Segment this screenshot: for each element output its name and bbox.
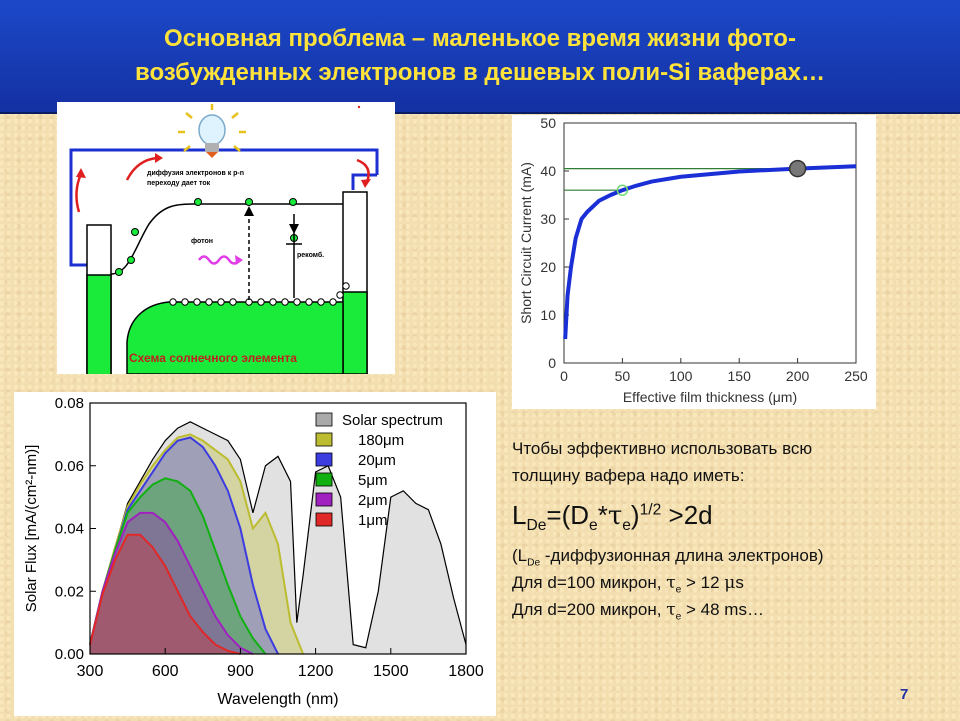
legend-label: Solar spectrum — [342, 412, 443, 429]
diffusion-label-1: диффузия электронов к p-n — [147, 170, 244, 177]
y-tick-label: 0.06 — [55, 458, 84, 475]
condition-line-1: Для d=100 микрон, τe > 12 μs — [512, 573, 744, 595]
formula-tau: τ — [607, 501, 623, 531]
y-tick-label: 0.00 — [55, 646, 84, 663]
x-tick-label: 200 — [786, 368, 810, 384]
note-open: (L — [512, 546, 528, 565]
formula-eq-open: =(D — [546, 500, 590, 530]
x-axis-label: Effective film thickness (μm) — [623, 389, 797, 405]
y-tick-label: 0.04 — [55, 521, 84, 538]
lightbulb-icon — [178, 104, 246, 158]
sc-current-chart: 0 50 100 150 200 250 0 10 20 30 40 50 Effective film… — [518, 115, 868, 405]
area-0 — [90, 421, 466, 654]
x-axis-label: Wavelength (nm) — [217, 691, 338, 708]
page-number: 7 — [900, 686, 909, 703]
x-tick-label: 150 — [728, 368, 752, 384]
series-line-5 — [89, 533, 241, 655]
legend-label: 1μm — [358, 512, 387, 529]
series-line-4 — [89, 511, 254, 655]
x-tick-label: 900 — [227, 663, 254, 680]
formula-L: L — [512, 500, 527, 530]
cond2-tau: τ — [666, 600, 676, 620]
y-tick-label: 50 — [540, 115, 556, 131]
schematic-caption: Схема солнечного элемента — [129, 351, 297, 365]
x-tick-label: 100 — [669, 368, 693, 384]
note-rest: -диффузионная длина электронов) — [540, 546, 824, 565]
cond2-pre: Для d=200 микрон, — [512, 600, 667, 619]
y-tick-label: 20 — [540, 259, 556, 275]
x-tick-label: 1200 — [298, 663, 334, 680]
legend-label: 2μm — [358, 492, 387, 509]
cond2-tau-sub: e — [675, 611, 682, 623]
cond1-post: > 12 — [681, 573, 725, 592]
formula-exp: 1/2 — [639, 501, 662, 519]
formula-tau-sub: e — [622, 517, 631, 535]
diffusion-length-note: (LDe -диффузионная длина электронов) — [512, 546, 824, 568]
legend-label: 5μm — [358, 472, 387, 489]
cond2-post: > 48 ms… — [681, 600, 764, 619]
formula-rhs: >2d — [661, 500, 713, 530]
plot-frame — [563, 122, 857, 364]
formula-L-sub: De — [526, 517, 547, 535]
legend-label: 20μm — [358, 452, 396, 469]
x-tick-label: 50 — [615, 368, 631, 384]
sc-current-chart-panel: 0 50 100 150 200 250 0 10 20 30 40 50 Effective film… — [512, 115, 876, 409]
plot-background — [90, 403, 466, 654]
legend-label: 180μm — [358, 432, 404, 449]
x-tick-label: 1500 — [373, 663, 409, 680]
y-axis-label: Solar Flux [mA/(cm²-nm)] — [23, 445, 40, 613]
marker-200um — [788, 159, 807, 178]
cond1-tau: τ — [666, 573, 676, 593]
diffusion-label-2: переходу дает ток — [147, 180, 211, 187]
diffusion-length-formula: LDe=(De*τe)1/2 >2d — [512, 500, 713, 535]
text-line-1: Чтобы эффективно использовать всю — [512, 439, 813, 458]
condition-line-2: Для d=200 микрон, τe > 48 ms… — [512, 600, 764, 622]
sc-current-line — [563, 164, 857, 340]
recomb-label: рекомб. — [297, 251, 324, 259]
y-tick-label: 30 — [540, 211, 556, 227]
x-tick-label: 600 — [152, 663, 179, 680]
y-tick-label: 10 — [540, 307, 556, 323]
y-tick-label: 40 — [540, 163, 556, 179]
formula-star: * — [597, 500, 608, 530]
formula-close: ) — [630, 500, 640, 530]
area-5 — [90, 534, 241, 654]
slide-title-line1: Основная проблема – маленькое время жизн… — [164, 25, 796, 52]
area-4 — [90, 512, 253, 654]
note-sub: De — [527, 557, 541, 569]
legend-swatch — [315, 512, 333, 527]
solar-cell-schematic: диффузия электронов к p-n переходу дает … — [57, 102, 395, 376]
photon-label: фотон — [191, 238, 213, 245]
y-tick-label: 0.08 — [55, 395, 84, 412]
solar-flux-chart: 300 600 900 1200 1500 1800 0.00 0.02 0.04 0.06 0.0… — [23, 395, 484, 708]
y-tick-label: 0.02 — [55, 583, 84, 600]
x-tick-label: 300 — [77, 663, 104, 680]
x-tick-label: 0 — [560, 368, 568, 384]
slide-title-line2: возбужденных электронов в дешевых поли-S… — [135, 59, 825, 86]
y-tick-label: 0 — [548, 355, 556, 371]
formula-D-sub: e — [589, 517, 598, 535]
area-2 — [90, 437, 278, 654]
legend-swatch — [315, 472, 333, 487]
legend-swatch — [315, 492, 333, 507]
area-3 — [90, 478, 266, 654]
marker-50um — [616, 184, 629, 196]
cond1-mu: μ — [724, 573, 736, 593]
series-line-0 — [89, 421, 467, 649]
y-axis-label: Short Circuit Current (mA) — [518, 162, 534, 324]
schematic-drawing: диффузия электронов к p-n переходу дает … — [69, 104, 379, 376]
cond1-pre: Для d=100 микрон, — [512, 573, 667, 592]
legend-swatch — [315, 432, 333, 447]
solar-flux-chart-panel: 300 600 900 1200 1500 1800 0.00 0.02 0.04 0.06 0.0… — [14, 392, 496, 716]
x-tick-label: 250 — [844, 368, 868, 384]
area-1 — [90, 434, 304, 654]
title-bar: Основная проблема – маленькое время жизн… — [0, 0, 960, 114]
legend-swatch — [315, 452, 333, 467]
text-line-2: толщину вафера надо иметь: — [512, 466, 745, 485]
legend-swatch — [315, 412, 333, 427]
series-line-3 — [89, 477, 267, 655]
cond1-tau-sub: e — [675, 584, 682, 596]
cond1-unit: s — [735, 573, 744, 592]
x-tick-label: 1800 — [448, 663, 484, 680]
